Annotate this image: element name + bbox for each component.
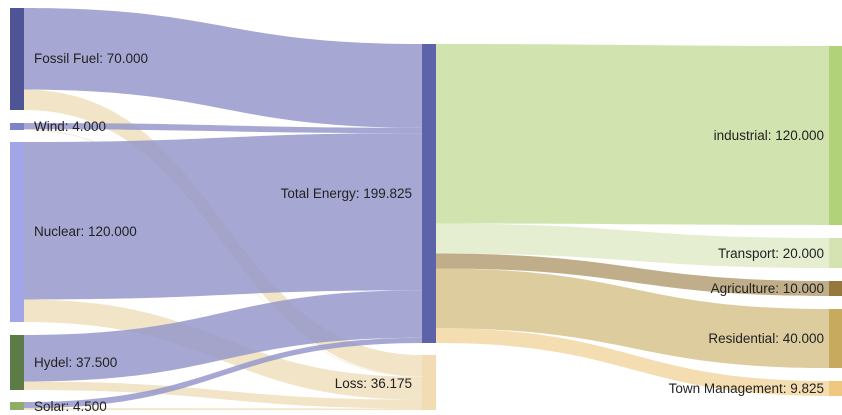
label-solar: Solar: 4.500 [34, 399, 107, 414]
node-fossil [10, 8, 24, 110]
label-industrial: industrial: 120.000 [713, 128, 824, 143]
link-fossil-to-total [24, 8, 422, 128]
label-town: Town Management: 9.825 [668, 381, 824, 396]
link-nuclear-to-total [24, 133, 422, 300]
label-transport: Transport: 20.000 [717, 246, 824, 261]
node-agriculture [829, 281, 842, 296]
node-industrial [829, 46, 842, 225]
label-total: Total Energy: 199.825 [280, 186, 412, 201]
node-residential [829, 309, 842, 368]
label-loss: Loss: 36.175 [334, 376, 412, 391]
node-town [829, 381, 842, 396]
link-total-to-transport [436, 223, 829, 268]
link-total-to-industrial [436, 44, 829, 225]
link-total-to-agriculture [436, 253, 829, 296]
label-residential: Residential: 40.000 [708, 331, 824, 346]
link-hydel-to-loss [24, 381, 422, 409]
sankey-links [24, 8, 829, 410]
node-wind [10, 123, 24, 130]
node-transport [829, 238, 842, 268]
link-total-to-residential [436, 268, 829, 368]
node-solar [10, 402, 24, 410]
label-fossil: Fossil Fuel: 70.000 [34, 51, 149, 66]
label-wind: Wind: 4.000 [34, 119, 107, 134]
label-agriculture: Agriculture: 10.000 [710, 281, 824, 296]
link-solar-to-total [24, 337, 422, 409]
node-total [422, 44, 436, 343]
sankey-nodes [10, 8, 842, 410]
link-hydel-to-total [24, 290, 422, 382]
label-nuclear: Nuclear: 120.000 [34, 224, 137, 239]
link-wind-to-total [24, 123, 422, 134]
node-loss [422, 355, 436, 410]
node-hydel [10, 335, 24, 390]
label-hydel: Hydel: 37.500 [34, 355, 118, 370]
link-solar-to-loss [24, 408, 422, 410]
node-nuclear [10, 142, 24, 322]
link-total-to-town [436, 328, 829, 396]
